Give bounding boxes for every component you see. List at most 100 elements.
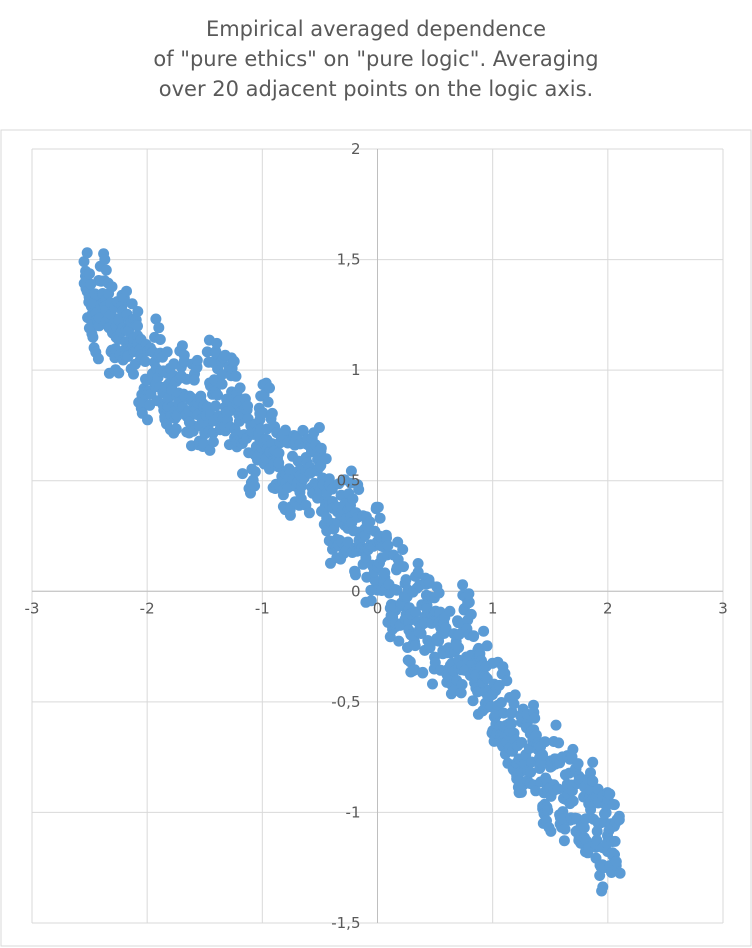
data-point [161,346,173,358]
data-point [154,334,166,345]
data-point [567,743,579,755]
data-point [539,736,551,748]
data-point [228,355,240,367]
data-point [364,516,376,528]
data-point [128,368,139,380]
data-point [188,374,200,386]
data-point [525,766,537,778]
data-point [495,697,507,708]
data-point [404,656,416,668]
y-tick-label: -1 [346,803,361,821]
data-point [412,566,424,578]
data-point [266,407,278,419]
data-point [132,320,143,332]
data-point [400,574,412,586]
data-point [614,867,626,879]
data-point [559,823,571,835]
data-point [170,423,182,435]
data-point [529,712,541,724]
data-point [204,444,216,456]
data-point [463,596,475,608]
data-point [210,400,222,412]
data-point [313,422,325,433]
data-point [585,804,597,816]
data-point [457,579,469,591]
y-tick-label: 1,5 [337,251,361,269]
data-point [587,775,599,787]
data-point [132,306,144,317]
data-point [249,466,261,478]
data-point [409,640,421,652]
data-point [216,378,228,390]
data-point [153,322,165,334]
data-point [374,512,386,524]
data-point [597,881,609,893]
data-point [508,698,520,710]
data-point [382,540,394,552]
data-point [550,719,562,731]
data-point [315,442,327,454]
data-point [463,588,475,600]
data-point [350,569,361,581]
data-point [393,635,405,647]
data-point [262,396,274,408]
data-point [249,480,261,492]
data-point [279,424,291,436]
data-point [176,340,188,352]
data-point [468,631,480,642]
y-tick-label: -0,5 [331,693,360,711]
data-point [440,622,452,634]
data-point [242,400,254,412]
data-point [372,501,384,513]
data-point [604,788,616,800]
data-point [360,552,372,564]
data-point [506,718,517,730]
data-point [121,285,132,297]
x-tick-label: -3 [25,599,40,617]
data-point [506,706,518,718]
data-point [537,749,549,761]
data-point [516,737,528,748]
data-point [530,785,542,797]
data-point [412,558,424,569]
data-point [303,507,315,519]
data-points [78,247,626,897]
data-point [427,678,438,690]
data-point [465,608,477,620]
data-point [545,825,557,837]
chart-title-line-2: of "pure ethics" on "pure logic". Averag… [153,47,599,71]
data-point [78,256,90,268]
data-point [417,667,429,679]
y-tick-label: 0,5 [337,472,361,490]
data-point [429,657,441,669]
data-point [320,453,332,465]
data-point [613,814,625,826]
data-point [610,856,622,868]
x-tick-label: -1 [255,599,270,617]
data-point [210,345,222,357]
x-tick-label: 1 [488,599,498,617]
data-point [365,595,377,607]
chart-area-border [0,129,752,947]
data-point [352,479,364,491]
y-tick-label: 1 [351,361,361,379]
y-tick-label: 2 [351,140,361,158]
data-point [572,758,584,770]
data-point [212,389,224,401]
data-point [126,298,138,310]
data-point [150,313,162,325]
data-point [201,346,213,358]
data-point [211,337,223,349]
x-tick-label: -2 [140,599,155,617]
chart-title-line-1: Empirical averaged dependence [205,17,547,41]
data-point [558,835,570,847]
data-point [542,805,554,816]
data-point [591,834,603,846]
data-point [139,356,151,367]
data-point [284,509,296,521]
data-point [398,561,409,573]
data-point [481,640,493,652]
data-point [501,675,513,687]
data-point [100,264,112,276]
